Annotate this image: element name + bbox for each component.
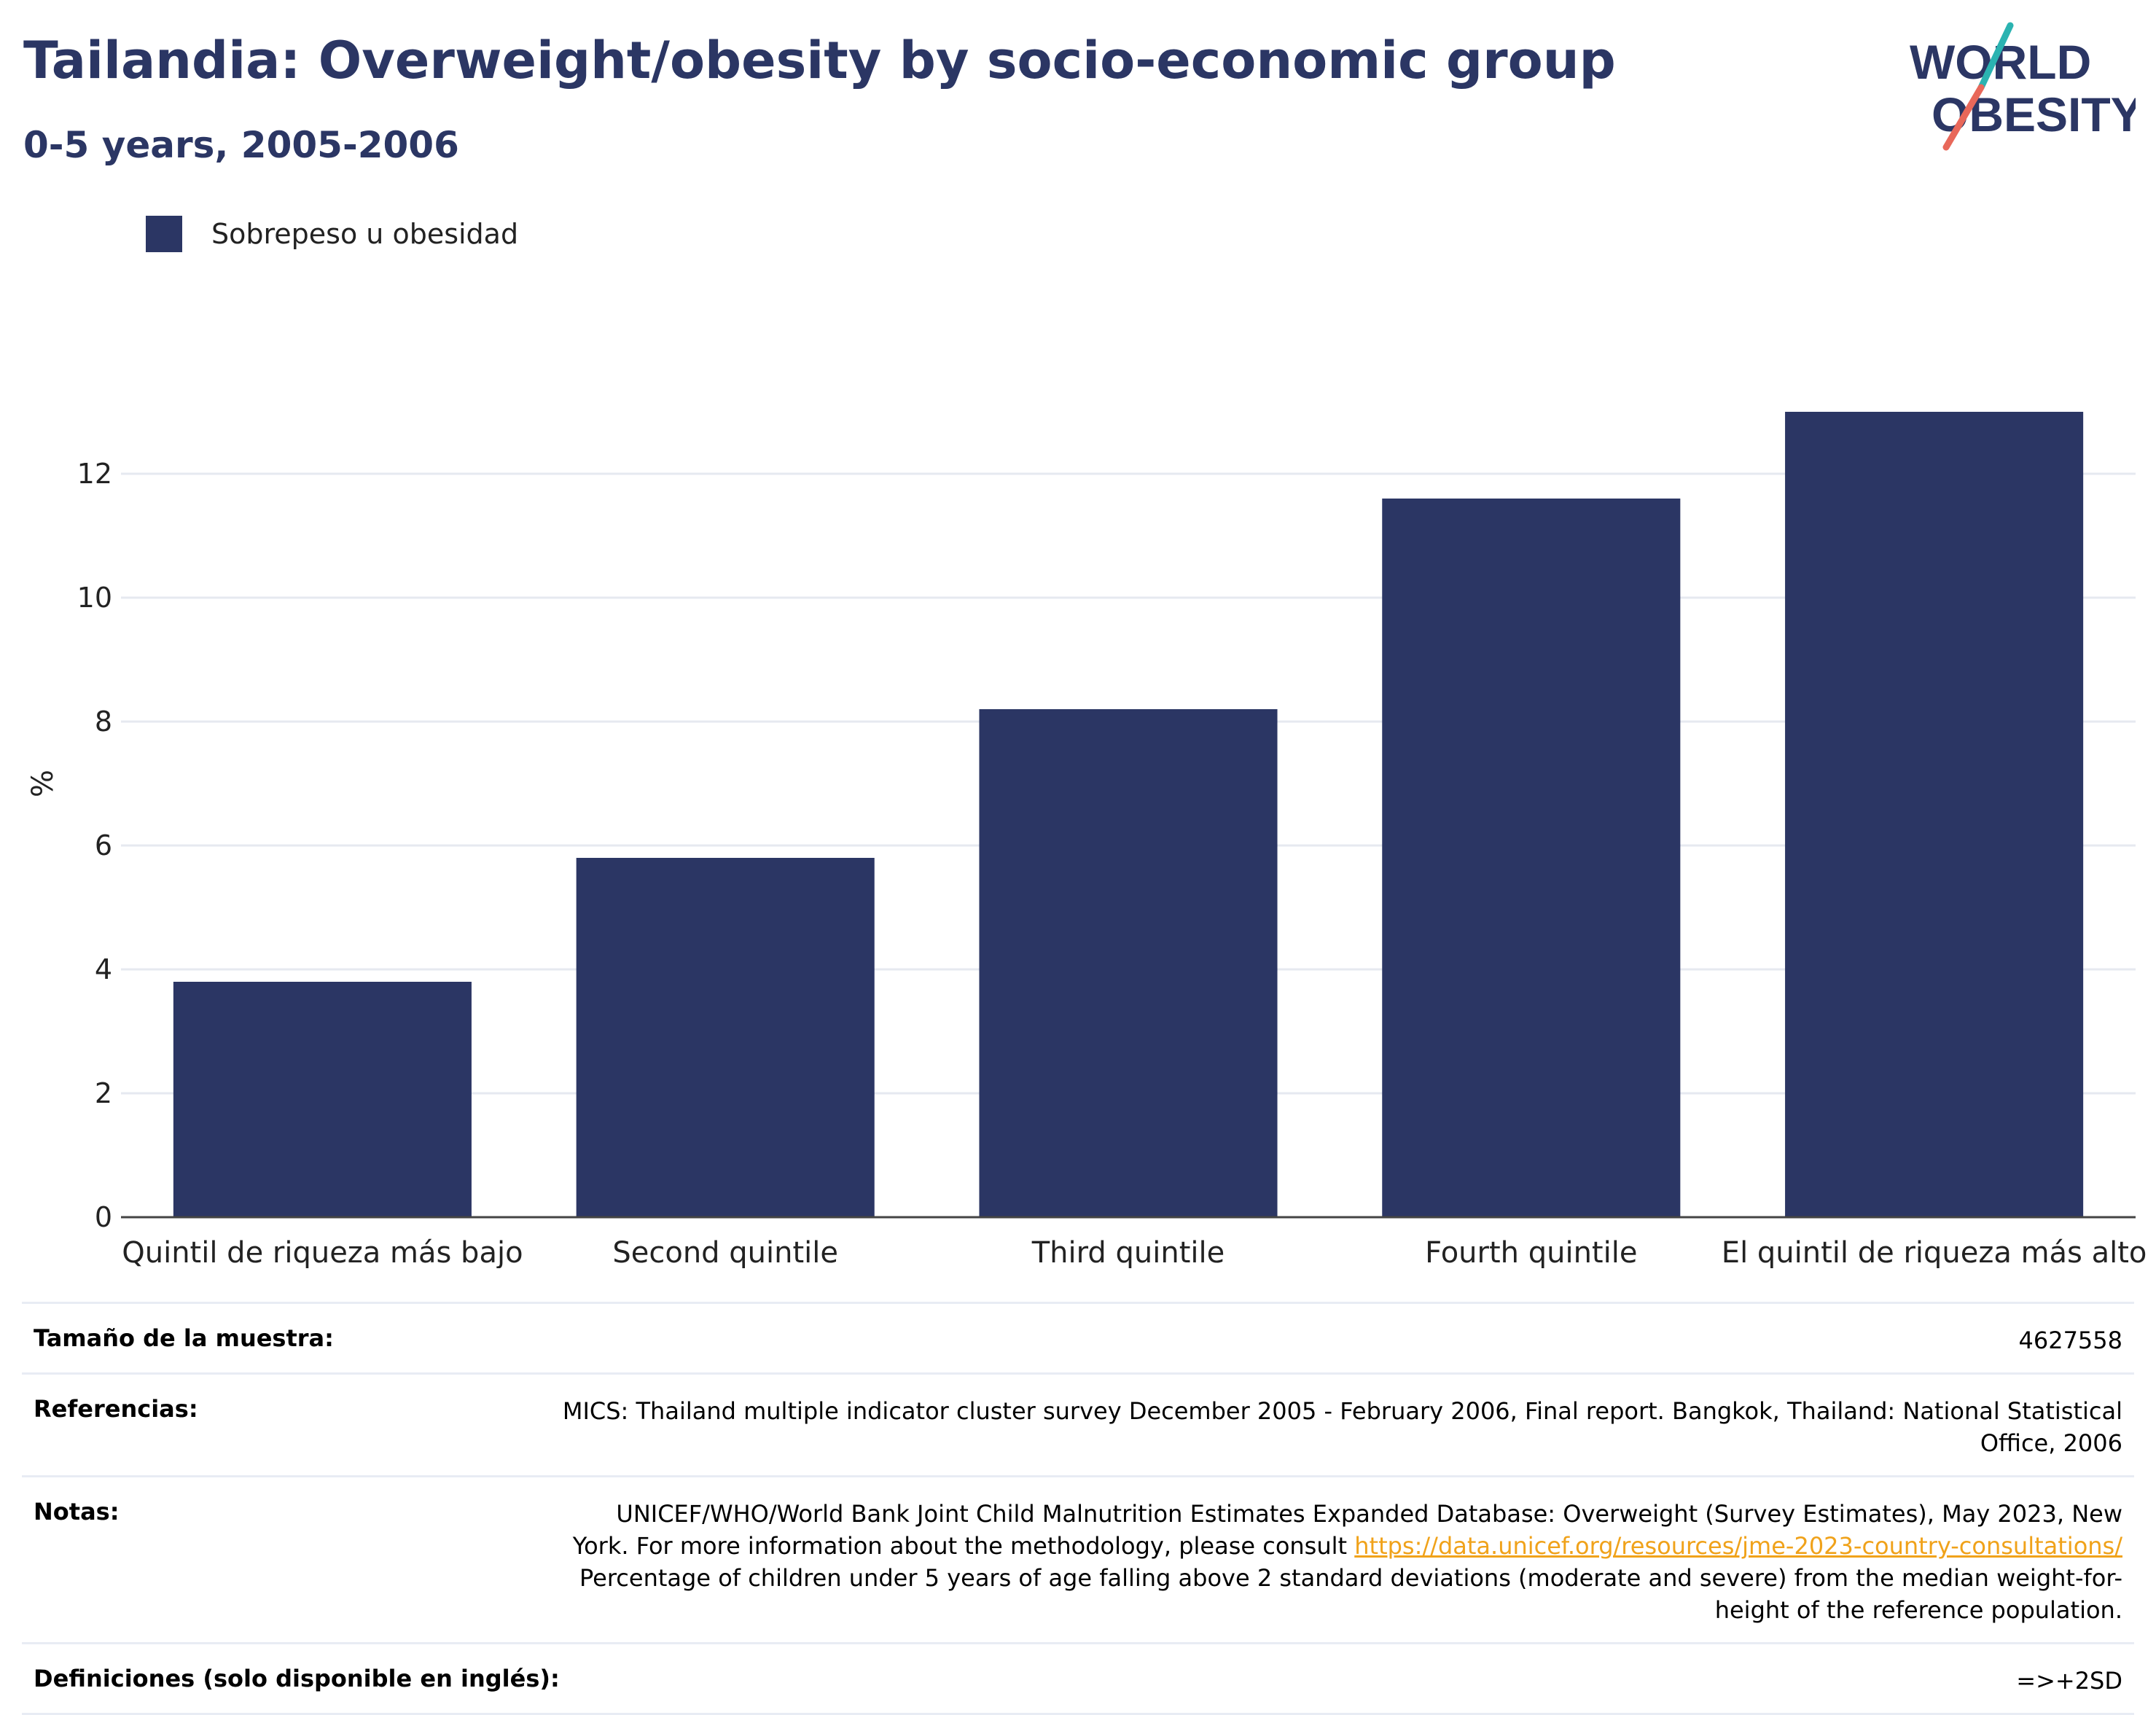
sample-size-label: Tamaño de la muestra: (34, 1324, 334, 1352)
definitions-label: Definiciones (solo disponible en inglés)… (34, 1665, 560, 1692)
bar (1382, 499, 1681, 1217)
bar (1785, 412, 2084, 1217)
y-tick-label: 4 (95, 953, 112, 985)
y-tick-label: 6 (95, 829, 112, 862)
info-row-notes: Notas: UNICEF/WHO/World Bank Joint Child… (22, 1475, 2134, 1642)
x-tick-label: Fourth quintile (1425, 1236, 1637, 1268)
logo-slash-teal (1977, 22, 2014, 91)
legend-label: Sobrepeso u obesidad (211, 218, 519, 250)
info-row-definitions: Definiciones (solo disponible en inglés)… (22, 1642, 2134, 1715)
x-tick-label: Third quintile (1031, 1236, 1225, 1268)
bar (576, 858, 875, 1217)
y-tick-label: 10 (77, 582, 112, 614)
info-row-references: Referencias: MICS: Thailand multiple ind… (22, 1372, 2134, 1475)
y-tick-label: 2 (95, 1077, 112, 1109)
y-tick-label: 8 (95, 706, 112, 738)
bar (173, 982, 472, 1217)
legend[interactable]: Sobrepeso u obesidad (146, 216, 518, 252)
methodology-link[interactable]: https://data.unicef.org/resources/jme-20… (1354, 1532, 2122, 1560)
y-axis-title: % (26, 770, 60, 797)
chart-subtitle: 0-5 years, 2005-2006 (23, 124, 459, 166)
logo-slash-coral (1942, 84, 1985, 151)
definitions-value: =>+2SD (2016, 1667, 2122, 1695)
bar (979, 709, 1278, 1217)
references-label: Referencias: (34, 1395, 198, 1423)
notes-value: UNICEF/WHO/World Bank Joint Child Malnut… (555, 1498, 2122, 1626)
chart-title: Tailandia: Overweight/obesity by socio-e… (23, 31, 1616, 90)
x-tick-label: El quintil de riqueza más alto (1722, 1236, 2147, 1268)
y-tick-label: 12 (77, 458, 112, 490)
legend-swatch (146, 216, 182, 252)
x-tick-label: Quintil de riqueza más bajo (122, 1236, 523, 1268)
y-tick-label: 0 (95, 1201, 112, 1233)
sample-size-value: 4627558 (2018, 1327, 2122, 1354)
info-table: Tamaño de la muestra: 4627558 Referencia… (22, 1302, 2134, 1715)
x-tick-label: Second quintile (612, 1236, 838, 1268)
notes-text-1: UNICEF/WHO/World Bank Joint Child Malnut… (572, 1500, 2122, 1560)
world-obesity-logo: WORLD OBESITY (1910, 22, 2136, 151)
info-row-sample: Tamaño de la muestra: 4627558 (22, 1302, 2134, 1372)
notes-label: Notas: (34, 1498, 120, 1525)
notes-text-2: Percentage of children under 5 years of … (579, 1564, 2122, 1624)
bar-chart: 0 2 4 6 8 10 12 Quintil de riqueza más bajo Seco… (26, 412, 2147, 1268)
references-value: MICS: Thailand multiple indicator cluste… (562, 1397, 2122, 1457)
